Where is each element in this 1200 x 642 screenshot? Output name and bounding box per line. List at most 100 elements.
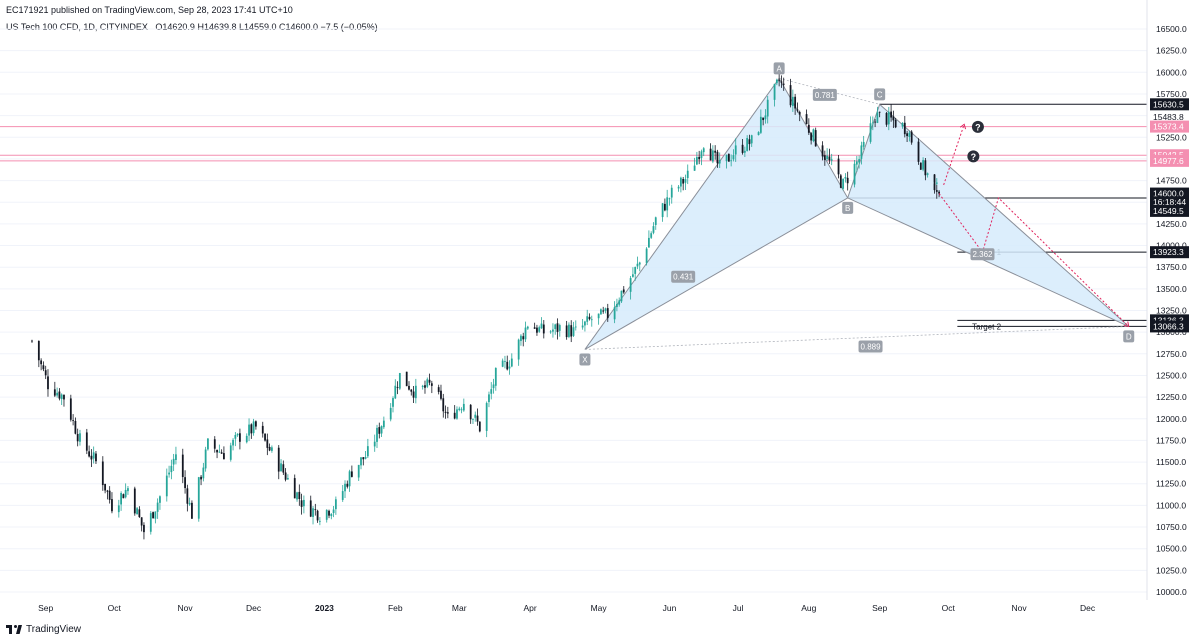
candle-body (398, 373, 401, 389)
candle (133, 486, 136, 516)
candle (924, 157, 927, 181)
candle (79, 429, 81, 446)
candle-body (79, 433, 81, 442)
price-tick-label: 12250.0 (1156, 392, 1187, 402)
candle (894, 117, 897, 129)
candle-body (462, 403, 465, 411)
candle (220, 449, 223, 454)
price-tick-label: 13750.0 (1156, 262, 1187, 272)
candle-body (280, 463, 282, 472)
candle (700, 149, 703, 166)
candle (334, 496, 337, 515)
candle-body (602, 310, 605, 312)
candle (309, 495, 312, 518)
candle (590, 315, 593, 327)
candle-body (871, 122, 874, 124)
candle-body (636, 263, 639, 267)
candle-body (677, 186, 680, 189)
candle (47, 369, 49, 397)
candle (92, 446, 95, 464)
candle (232, 438, 234, 451)
candle (613, 301, 616, 324)
price-axis-tag-bg (1150, 204, 1189, 217)
candle-body (44, 370, 47, 376)
candle-body (759, 116, 762, 133)
candle (714, 145, 717, 160)
candle-body (296, 492, 298, 500)
candle-body (798, 111, 801, 115)
candle-body (862, 141, 865, 147)
symbol-name[interactable]: US Tech 100 CFD, 1D, CITYINDEX (6, 22, 148, 32)
tradingview-logo[interactable]: TradingView (6, 624, 81, 635)
candle-body (314, 509, 317, 511)
candle (526, 325, 529, 330)
candle (120, 491, 122, 511)
candle (661, 203, 664, 222)
candle (565, 320, 568, 340)
price-tick-label: 10500.0 (1156, 544, 1187, 554)
candle-body (855, 161, 858, 165)
candle (716, 149, 719, 168)
price-tick-label: 10000.0 (1156, 587, 1187, 597)
candle-body (175, 454, 177, 461)
candle-body (191, 502, 193, 519)
candle (348, 469, 351, 492)
candle (444, 405, 447, 419)
candle-body (92, 452, 95, 459)
candle (440, 384, 442, 401)
candle-body (63, 394, 65, 400)
candle (40, 358, 43, 371)
candle (757, 131, 760, 136)
question-mark-circle (971, 120, 984, 133)
candle (127, 485, 129, 495)
candle (229, 442, 232, 462)
candle-body (197, 477, 200, 519)
candle-body (31, 340, 33, 342)
candle (410, 388, 413, 396)
candle-body (396, 387, 399, 388)
candle-body (780, 81, 783, 83)
candle-body (604, 308, 607, 311)
candle-body (938, 191, 940, 194)
price-tick-label: 10750.0 (1156, 522, 1187, 532)
candle-body (524, 327, 527, 340)
candle-body (446, 412, 449, 414)
candle-body (245, 435, 248, 443)
candle-body (634, 267, 637, 274)
price-tick-label: 15250.0 (1156, 132, 1187, 142)
candle-body (764, 115, 767, 120)
candle-body (901, 123, 904, 127)
candle-body (702, 148, 705, 153)
candle (846, 171, 849, 191)
candle-body (456, 409, 458, 419)
price-tick-label: 11500.0 (1156, 457, 1186, 467)
candle (826, 148, 829, 161)
candle-body (266, 439, 269, 448)
candle (906, 130, 908, 143)
candle (791, 89, 794, 112)
candle (629, 275, 632, 300)
candle (412, 386, 415, 404)
candle-body (101, 461, 104, 486)
question-mark-glyph: ? (975, 122, 981, 132)
candle-body (392, 398, 394, 407)
candle-body (172, 458, 175, 465)
price-axis-tag: 14977.6 (1150, 154, 1189, 167)
candle-body (910, 131, 913, 143)
candle-body (826, 155, 829, 160)
candle-body (876, 112, 879, 123)
candle (520, 334, 522, 346)
candle-body (186, 488, 189, 504)
candle-body (378, 427, 381, 434)
candle (810, 132, 813, 145)
candle-body (412, 391, 415, 398)
level-text: Target 2 (972, 322, 1001, 331)
candle-body (926, 173, 929, 175)
price-tick-label: 14750.0 (1156, 176, 1187, 186)
pattern-ratio-line (584, 326, 1129, 350)
candle-body (168, 472, 170, 475)
candle (72, 414, 75, 426)
candle (860, 141, 863, 165)
candle (762, 117, 765, 126)
